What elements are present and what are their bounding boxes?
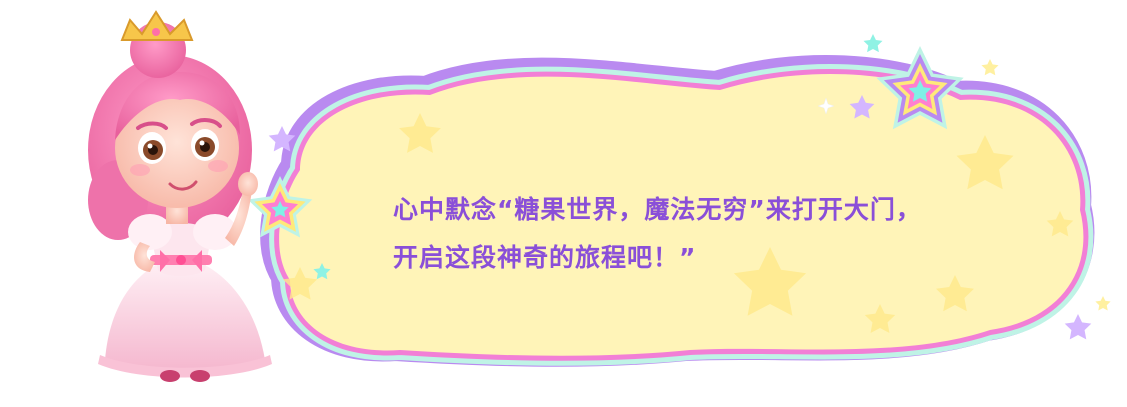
decorative-stars: [268, 34, 1111, 340]
crown-icon: [120, 10, 194, 41]
purple-star-icon: [1064, 314, 1092, 340]
princess-character: [88, 10, 272, 382]
yellow-star-icon: [1095, 296, 1111, 311]
dialog-line-2: 开启这段神奇的旅程吧！”: [393, 243, 697, 272]
cyan-star-icon: [863, 34, 883, 53]
bow-icon: [160, 250, 202, 272]
dialog-text: 心中默念“糖果世界，魔法无穷”来打开大门， 开启这段神奇的旅程吧！”: [393, 186, 1053, 282]
dialog-line-1: 心中默念“糖果世界，魔法无穷”来打开大门，: [393, 195, 922, 224]
yellow-star-icon: [981, 59, 999, 76]
sparkle-icon: [817, 97, 835, 115]
